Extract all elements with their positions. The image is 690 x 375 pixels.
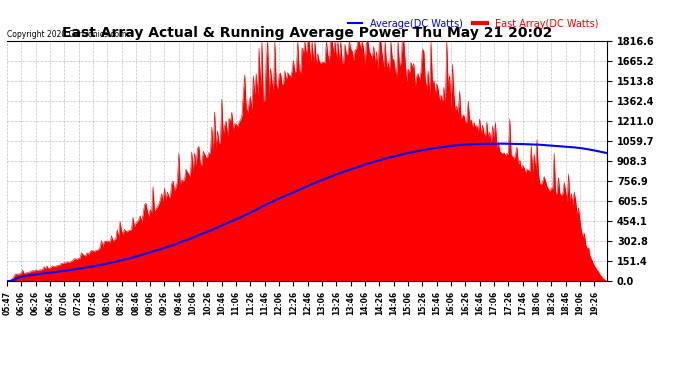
Text: Copyright 2020 Cartronics.com: Copyright 2020 Cartronics.com bbox=[7, 30, 126, 39]
Legend: Average(DC Watts), East Array(DC Watts): Average(DC Watts), East Array(DC Watts) bbox=[344, 15, 602, 33]
Title: East Array Actual & Running Average Power Thu May 21 20:02: East Array Actual & Running Average Powe… bbox=[62, 26, 552, 40]
